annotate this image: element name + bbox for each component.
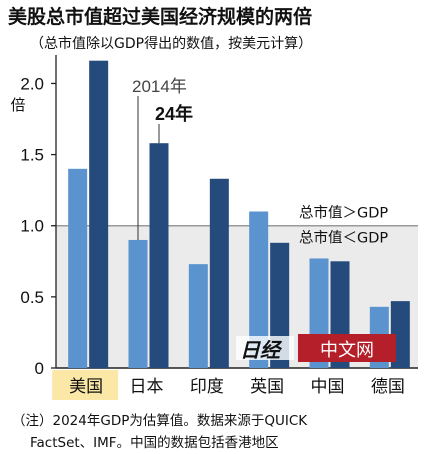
bar-2024 bbox=[149, 143, 169, 368]
footnote-line-1: （注）2024年GDP为估算值。数据来源于QUICK bbox=[12, 413, 308, 429]
x-tick-label: 中国 bbox=[311, 377, 345, 397]
y-tick-label: 0.5 bbox=[20, 288, 44, 307]
series-label-2024: 24年 bbox=[155, 103, 193, 124]
x-tick-label: 美国 bbox=[69, 377, 103, 397]
annotation-above: 总市值＞GDP bbox=[299, 205, 388, 222]
highlight-category-bg bbox=[52, 370, 119, 400]
series-label-2014: 2014年 bbox=[132, 77, 187, 96]
x-tick-label: 英国 bbox=[250, 377, 284, 397]
y-axis-unit-label: 倍 bbox=[10, 96, 25, 114]
bar-2024 bbox=[209, 178, 229, 368]
watermark-logo: 日经 bbox=[240, 338, 283, 362]
y-tick-label: 1.5 bbox=[20, 146, 44, 165]
nikkei-watermark: 日经 中文网 bbox=[236, 334, 396, 362]
annotation-below: 总市值＜GDP bbox=[299, 230, 388, 247]
footnote-line-2: FactSet、IMF。中国的数据包括香港地区 bbox=[30, 435, 279, 451]
x-tick-label: 日本 bbox=[130, 377, 164, 397]
bar-2014 bbox=[68, 168, 88, 368]
chart-title: 美股总市值超过美国经济规模的两倍 bbox=[8, 6, 313, 28]
y-tick-label: 1.0 bbox=[20, 217, 44, 236]
watermark-text: 中文网 bbox=[320, 340, 374, 361]
band-above-reference bbox=[56, 55, 418, 226]
bar-2014 bbox=[249, 211, 269, 368]
bar-2014 bbox=[128, 239, 148, 368]
x-tick-label: 德国 bbox=[371, 377, 405, 397]
x-tick-label: 印度 bbox=[190, 377, 224, 397]
bar-2014 bbox=[188, 264, 208, 368]
bar-2024 bbox=[89, 60, 109, 368]
y-tick-label: 2.0 bbox=[20, 74, 44, 93]
y-tick-label: 0 bbox=[35, 359, 44, 378]
chart-subtitle: （总市值除以GDP得出的数值，按美元计算） bbox=[30, 36, 313, 52]
